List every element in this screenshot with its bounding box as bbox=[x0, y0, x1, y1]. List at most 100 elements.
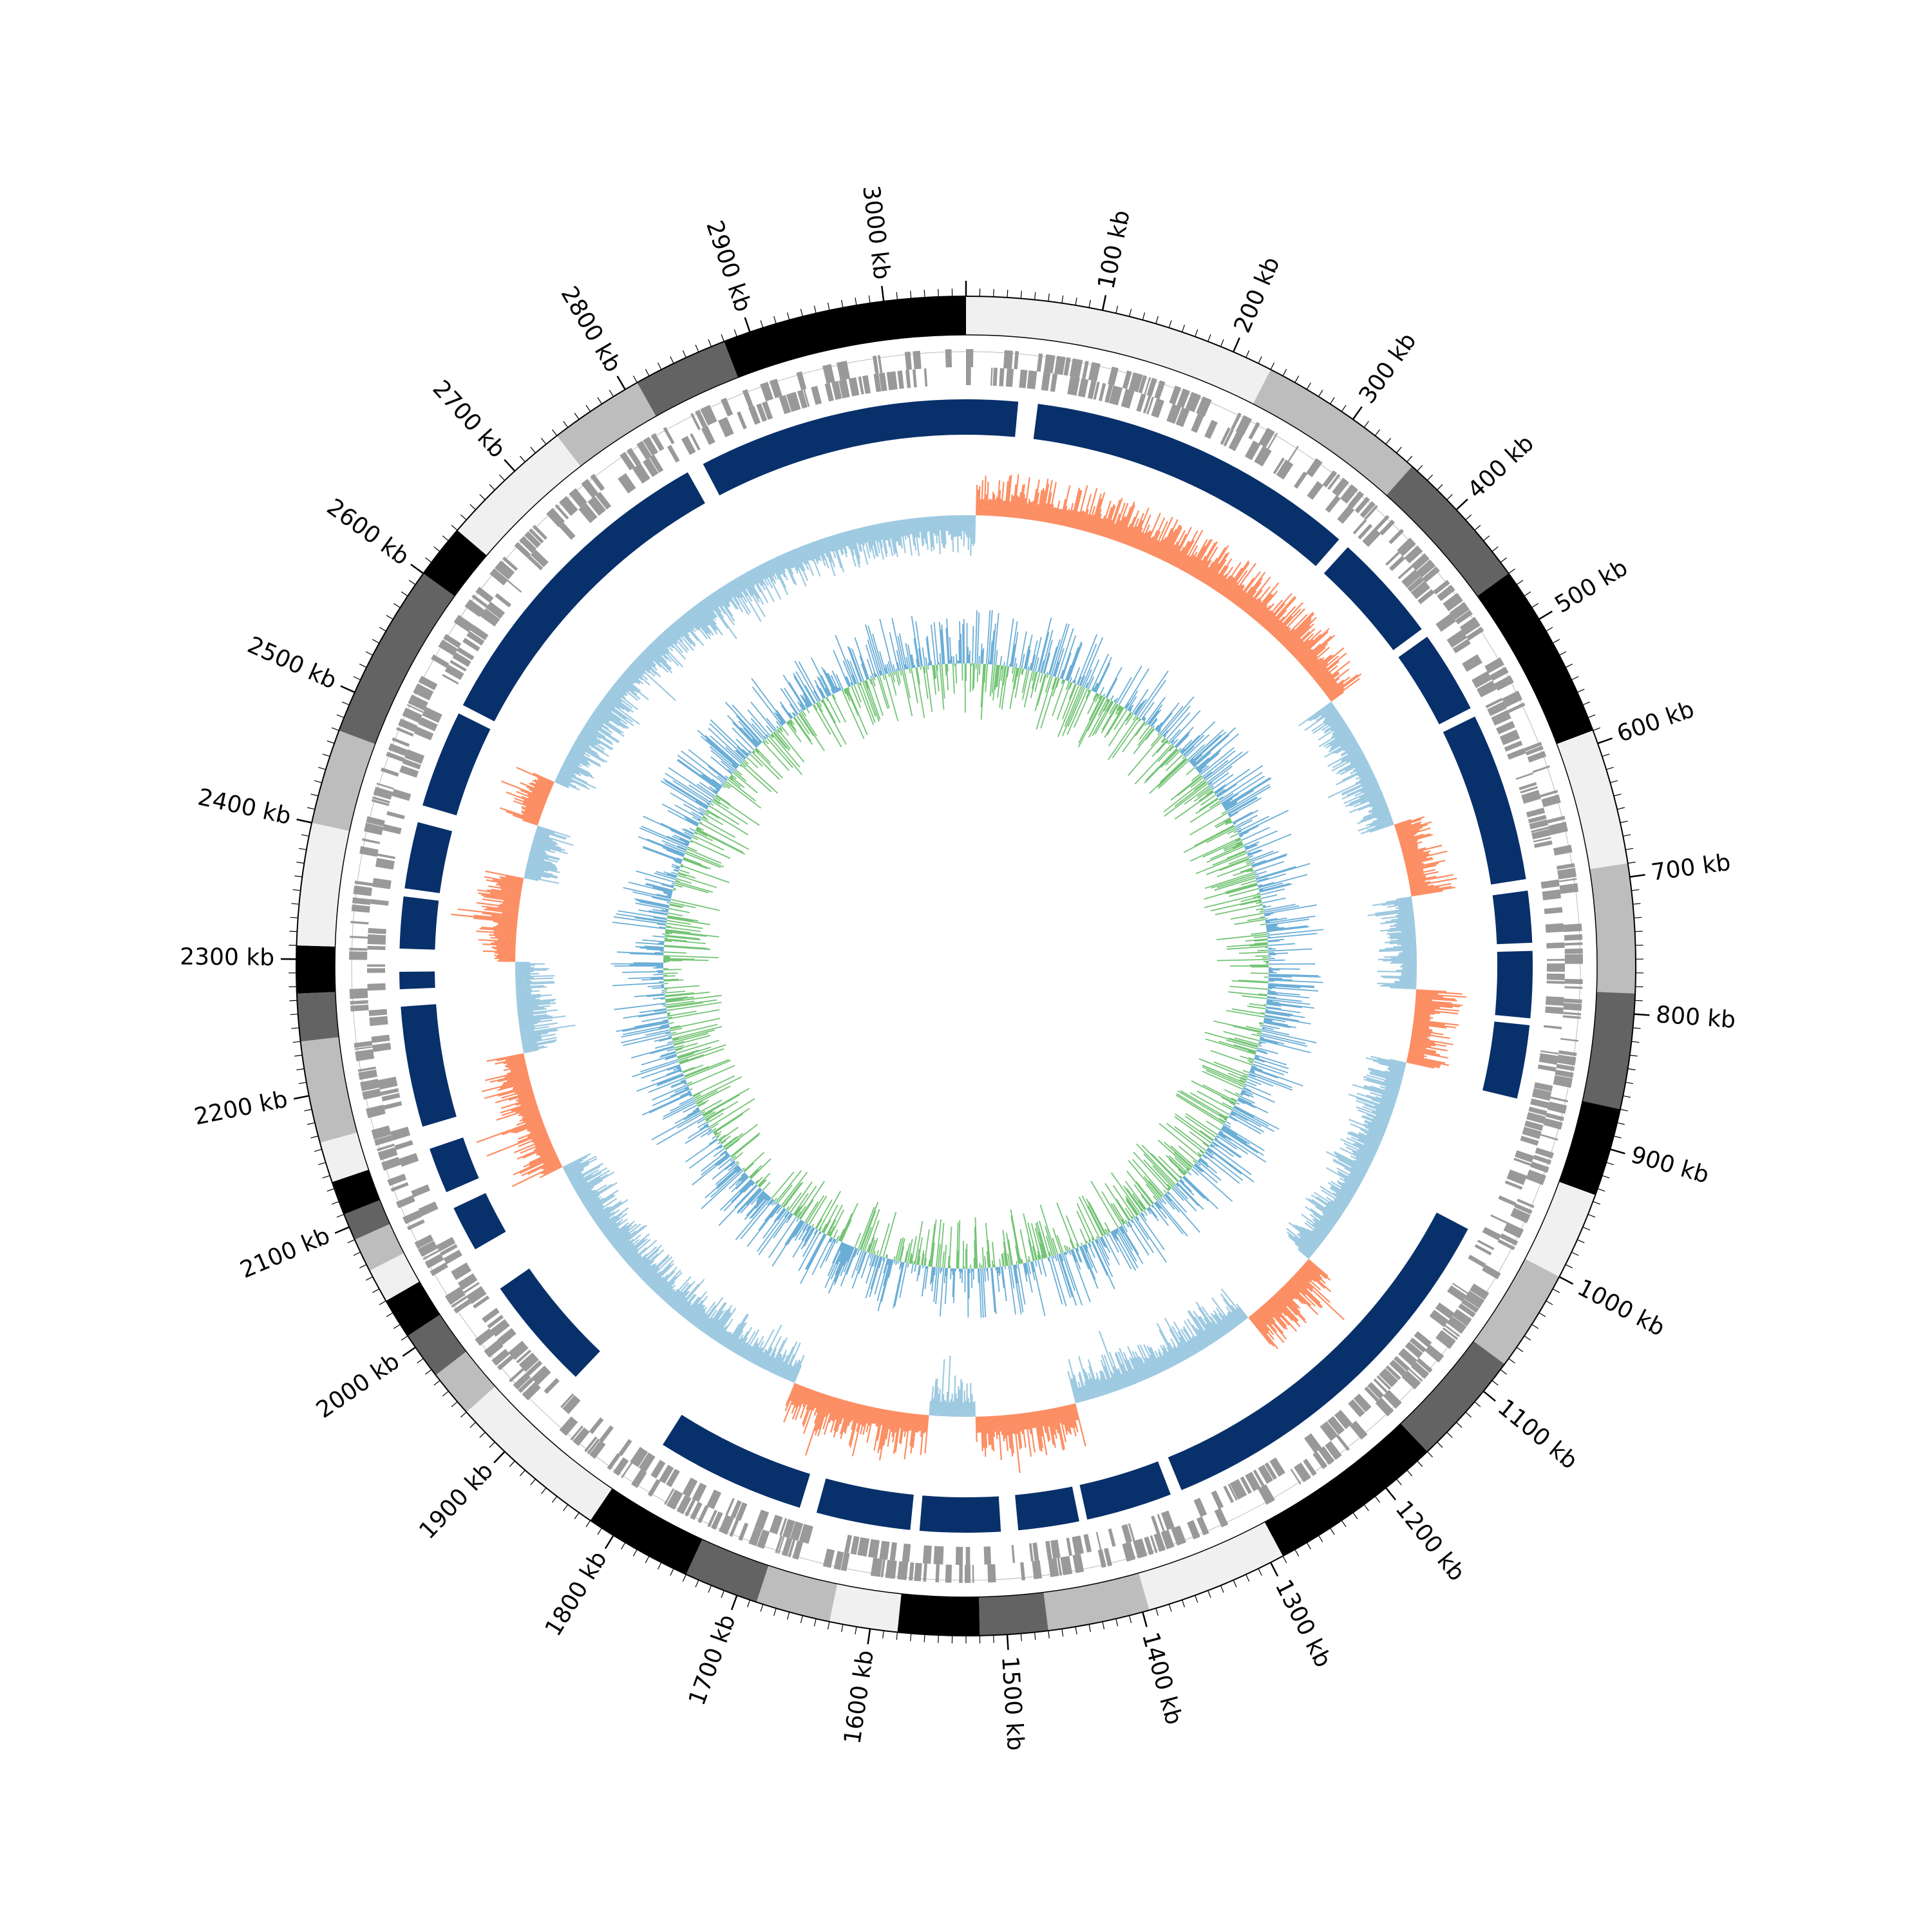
gc-skew-bar bbox=[1171, 526, 1192, 565]
gc-content-bar bbox=[843, 688, 847, 695]
gc-content-bar bbox=[1241, 1090, 1246, 1094]
gc-skew-bar bbox=[1115, 516, 1126, 542]
gc-content-bar bbox=[1205, 1038, 1256, 1055]
gc-content-bar bbox=[689, 828, 696, 832]
gc-skew-bar bbox=[1398, 904, 1413, 907]
gc-content-bar bbox=[1021, 669, 1028, 693]
gc-content-bar bbox=[822, 1204, 838, 1233]
gc-content-bar bbox=[1038, 1231, 1047, 1258]
gc-content-bar bbox=[710, 1123, 719, 1130]
gc-content-bar bbox=[1207, 1148, 1242, 1175]
gc-content-bar bbox=[1191, 773, 1200, 782]
gc-content-bar bbox=[1103, 699, 1111, 712]
gc-skew-bar bbox=[1390, 987, 1417, 990]
gc-content-bar bbox=[893, 1260, 896, 1264]
gc-content-bar bbox=[707, 765, 727, 781]
gc-content-bar bbox=[1126, 1170, 1153, 1205]
gc-content-bar bbox=[1266, 926, 1280, 930]
gc-content-bar bbox=[738, 721, 761, 745]
gc-content-bar bbox=[767, 1198, 773, 1206]
minor-tick bbox=[1406, 1470, 1413, 1477]
gc-content-bar bbox=[1145, 728, 1155, 741]
gc-content-bar bbox=[695, 800, 708, 809]
gc-content-bar bbox=[1110, 1172, 1141, 1214]
gc-skew-bar bbox=[1117, 1368, 1126, 1388]
gc-content-bar bbox=[1159, 1198, 1164, 1204]
gc-content-bar bbox=[1048, 646, 1057, 676]
gc-content-bar bbox=[896, 670, 902, 684]
gc-content-bar bbox=[703, 1123, 708, 1127]
gc-skew-bar bbox=[1223, 560, 1250, 597]
gc-content-bar bbox=[895, 1238, 902, 1261]
gc-content-bar bbox=[676, 1066, 681, 1069]
gc-content-bar bbox=[943, 1244, 947, 1268]
gc-skew-bar bbox=[1099, 500, 1112, 536]
gc-content-bar bbox=[838, 687, 841, 691]
gc-skew-bar bbox=[1275, 1293, 1298, 1316]
gc-content-bar bbox=[1174, 726, 1194, 748]
gc-content-bar bbox=[830, 1244, 847, 1280]
minor-tick bbox=[1075, 298, 1077, 306]
gc-content-bar bbox=[922, 666, 929, 699]
gc-skew-bar bbox=[1235, 571, 1261, 605]
gc-content-bar bbox=[793, 1206, 800, 1216]
gc-skew-bar bbox=[1309, 1213, 1332, 1231]
gc-content-bar bbox=[1264, 1017, 1286, 1023]
gc-content-bar bbox=[688, 1144, 723, 1169]
gc-skew-bar bbox=[1182, 1326, 1200, 1352]
gc-content-bar bbox=[1179, 1180, 1195, 1196]
gc-content-bar bbox=[1159, 1122, 1201, 1158]
minor-tick bbox=[1007, 289, 1009, 298]
gc-content-bar bbox=[1034, 1260, 1037, 1267]
gene-feature bbox=[1564, 948, 1583, 954]
gc-skew-bar bbox=[1343, 1179, 1359, 1188]
gc-content-bar bbox=[661, 840, 687, 851]
gene-feature bbox=[1564, 934, 1583, 941]
gc-skew-bar bbox=[1356, 1156, 1371, 1166]
gc-content-bar bbox=[883, 1258, 889, 1274]
gc-skew-bar bbox=[1336, 741, 1358, 754]
gc-content-bar bbox=[1077, 676, 1082, 685]
gc-content-bar bbox=[1189, 802, 1222, 823]
gc-content-bar bbox=[1259, 903, 1263, 905]
gc-content-bar bbox=[894, 1262, 905, 1307]
gc-skew-bar bbox=[1368, 1129, 1384, 1137]
gc-content-bar bbox=[983, 663, 987, 683]
contig-segment bbox=[312, 730, 375, 831]
gc-content-bar bbox=[781, 705, 792, 719]
gc-content-bar bbox=[1076, 1247, 1079, 1252]
gc-content-bar bbox=[732, 1155, 737, 1159]
gc-content-bar bbox=[779, 726, 782, 730]
gc-content-bar bbox=[1198, 770, 1202, 773]
gc-skew-bar bbox=[955, 515, 958, 536]
gene-feature bbox=[1532, 765, 1550, 773]
gc-content-bar bbox=[1194, 824, 1235, 847]
gc-content-bar bbox=[675, 880, 714, 893]
gc-content-bar bbox=[1224, 818, 1231, 823]
gc-content-bar bbox=[1038, 632, 1050, 673]
gc-content-bar bbox=[705, 735, 740, 766]
gc-skew-bar bbox=[1365, 1057, 1406, 1068]
gc-content-bar bbox=[945, 664, 947, 676]
gc-content-bar bbox=[1041, 629, 1054, 674]
gc-skew-bar bbox=[1081, 493, 1092, 531]
gc-content-bar bbox=[694, 832, 697, 835]
gc-content-bar bbox=[846, 1247, 858, 1275]
gc-skew-bar bbox=[1168, 1342, 1180, 1363]
gc-skew-bar bbox=[1025, 503, 1028, 520]
gc-content-bar bbox=[1068, 682, 1073, 690]
gc-content-bar bbox=[792, 1221, 804, 1238]
gc-skew-bar bbox=[1063, 510, 1068, 526]
gene-feature bbox=[1498, 1195, 1517, 1206]
gc-content-bar bbox=[1232, 811, 1253, 824]
gc-content-bar bbox=[646, 949, 664, 951]
gc-content-bar bbox=[1231, 1111, 1248, 1121]
gc-skew-bar bbox=[1286, 1282, 1312, 1307]
gc-content-bar bbox=[1255, 1056, 1260, 1059]
gc-content-bar bbox=[818, 701, 822, 707]
gc-content-bar bbox=[725, 1139, 740, 1151]
gc-content-bar bbox=[664, 938, 687, 942]
gc-skew-bar bbox=[1364, 1119, 1387, 1130]
gc-content-bar bbox=[1267, 997, 1302, 1002]
gc-content-bar bbox=[828, 1231, 831, 1236]
